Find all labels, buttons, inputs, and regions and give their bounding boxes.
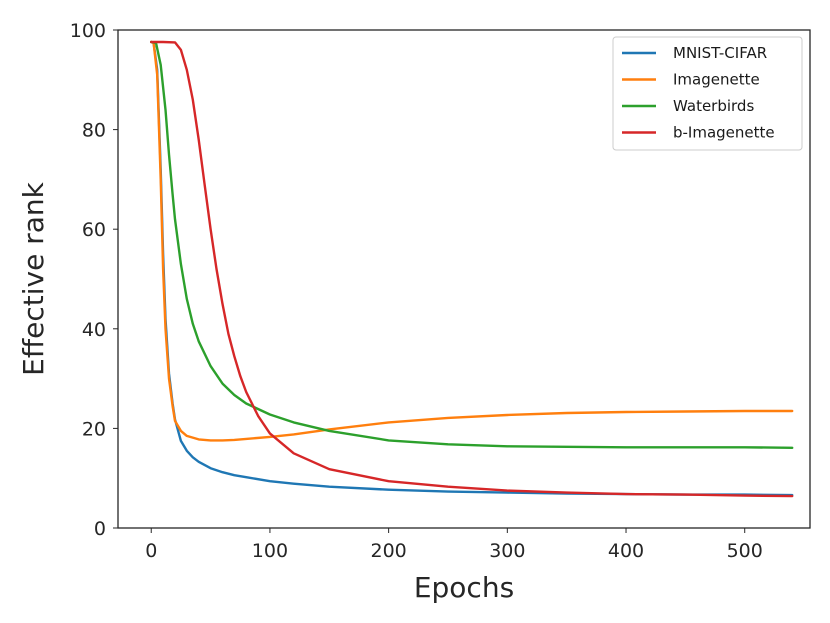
y-axis-ticks: 0 20 40 60 80 100 — [70, 20, 118, 540]
y-tick-label: 20 — [82, 418, 106, 440]
y-tick-label: 60 — [82, 219, 106, 241]
y-tick-label: 80 — [82, 120, 106, 142]
legend-label-imagenette: Imagenette — [673, 71, 760, 89]
y-tick-label: 100 — [70, 20, 106, 42]
x-tick-label: 400 — [608, 540, 644, 562]
plot-frame — [117, 29, 811, 529]
y-axis-label: Effective rank — [17, 181, 50, 375]
series-layer — [149, 40, 794, 498]
x-tick-label: 100 — [252, 540, 288, 562]
x-axis-label: Epochs — [414, 571, 514, 604]
legend-label-mnist-cifar: MNIST-CIFAR — [673, 44, 767, 62]
legend-label-waterbirds: Waterbirds — [673, 97, 754, 115]
legend: MNIST-CIFAR Imagenette Waterbirds b-Imagene… — [612, 36, 803, 151]
x-tick-label: 200 — [370, 540, 406, 562]
y-tick-label: 0 — [94, 518, 106, 540]
legend-box — [612, 36, 803, 151]
series-line-imagenette — [149, 40, 794, 442]
x-tick-label: 500 — [727, 540, 763, 562]
legend-entries: MNIST-CIFAR Imagenette Waterbirds b-Imagene… — [622, 44, 775, 142]
x-axis-ticks: 0 100 200 300 400 500 — [145, 528, 763, 562]
series-line-waterbirds — [149, 40, 794, 449]
legend-label-b-imagenette: b-Imagenette — [673, 124, 775, 142]
x-tick-label: 0 — [145, 540, 157, 562]
x-tick-label: 300 — [489, 540, 525, 562]
series-line-b-imagenette — [149, 40, 794, 498]
y-tick-label: 40 — [82, 319, 106, 341]
